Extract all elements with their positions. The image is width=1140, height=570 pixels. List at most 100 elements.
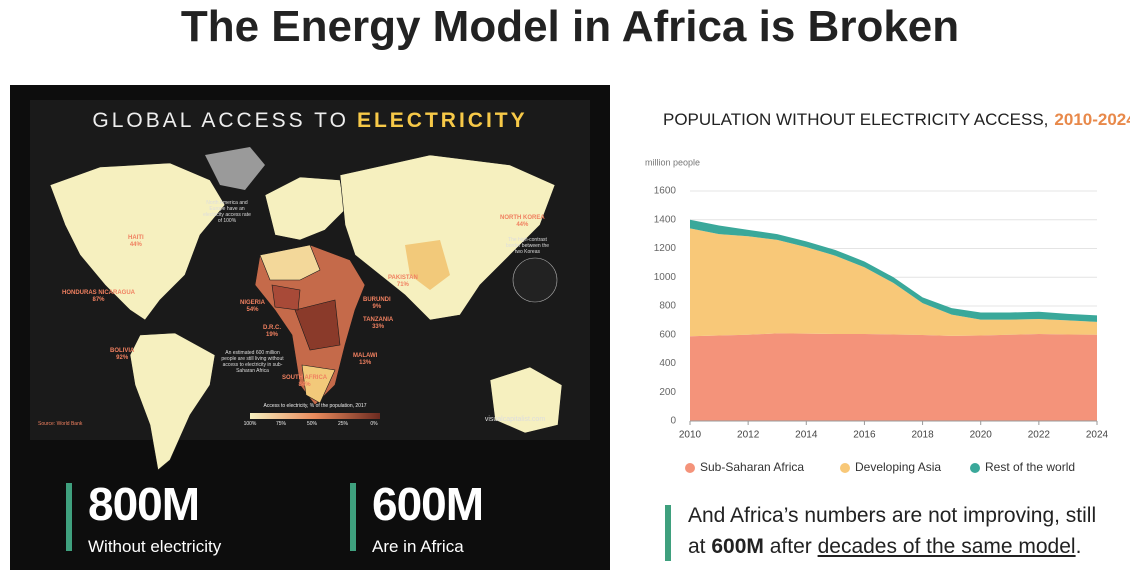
y-tick-label: 200 <box>659 387 676 398</box>
x-tick-label: 2020 <box>970 430 993 441</box>
legend-marker <box>685 463 695 473</box>
map-title: GLOBAL ACCESS TO ELECTRICITY <box>92 109 527 132</box>
map-note: North America and Europe have an electri… <box>203 200 251 224</box>
note-text: And Africa’s numbers are not improving, … <box>688 504 1102 558</box>
world-map: GLOBAL ACCESS TO ELECTRICITY <box>49 109 563 471</box>
map-note: An estimated 600 million people are stil… <box>221 350 284 374</box>
area <box>690 219 1097 322</box>
stat-bar <box>350 483 356 551</box>
x-tick-label: 2016 <box>853 430 876 441</box>
y-tick-label: 1000 <box>654 272 677 283</box>
map-label-name: BOLIVIA <box>110 348 135 354</box>
chart-title-text: POPULATION WITHOUT ELECTRICITY ACCESS, <box>663 110 1048 129</box>
legend-tick: 50% <box>306 421 317 427</box>
map-label: HAITI 44% <box>128 235 144 249</box>
stat-label: Without electricity <box>88 537 222 556</box>
map-label-name: SOUTH AFRICA <box>282 375 328 381</box>
map-label-value: 71% <box>396 282 409 288</box>
korea-inset <box>512 257 558 303</box>
legend-tick: 0% <box>370 421 378 427</box>
y-tick-label: 600 <box>659 329 676 340</box>
map-label-name: D.R.C. <box>263 325 281 331</box>
continents <box>49 154 563 471</box>
map-label-value: 44% <box>129 242 142 248</box>
y-tick-label: 800 <box>659 301 676 312</box>
map-label-value: 54% <box>246 307 259 313</box>
legend-tick: 25% <box>337 421 348 427</box>
chart-title-highlight: 2010-2024 <box>1054 110 1130 129</box>
area <box>690 228 1097 337</box>
legend-tick: 75% <box>275 421 286 427</box>
map-label-value: 44% <box>516 222 529 228</box>
note-bar <box>665 505 671 561</box>
map-label-value: 84% <box>298 382 311 388</box>
x-tick-label: 2014 <box>795 430 818 441</box>
legend-label: Sub-Saharan Africa <box>700 460 804 474</box>
legend-label: Rest of the world <box>985 460 1075 474</box>
map-label: HONDURAS NICARAGUA 87% <box>62 290 135 304</box>
greenland <box>205 147 265 190</box>
map-label-value: 92% <box>116 355 129 361</box>
legend-label: Developing Asia <box>855 460 941 474</box>
map-label-name: HONDURAS NICARAGUA <box>62 290 135 296</box>
map-label-name: HAITI <box>128 235 144 241</box>
chart-title: POPULATION WITHOUT ELECTRICITY ACCESS, 20… <box>663 110 1130 129</box>
map-label: TANZANIA 33% <box>363 317 393 331</box>
map-label-name: NORTH KOREA <box>500 215 545 221</box>
africa <box>254 244 366 406</box>
map-label: BURUNDI 9% <box>363 297 391 311</box>
map-label: NORTH KOREA 44% <box>500 215 545 229</box>
stat-label: Are in Africa <box>372 537 464 556</box>
stat-value: 800M <box>88 478 200 530</box>
map-label-name: MALAWI <box>353 353 378 359</box>
map-panel: GLOBAL ACCESS TO ELECTRICITY <box>10 85 610 570</box>
note-text: . <box>1075 535 1082 558</box>
slide-title: The Energy Model in Africa is Broken <box>180 2 960 51</box>
stat-bar <box>66 483 72 551</box>
note-text: after <box>763 535 818 558</box>
map-label-name: PAKISTAN <box>388 275 418 281</box>
map-label-value: 19% <box>265 332 278 338</box>
map-title-text: GLOBAL ACCESS TO <box>92 109 349 132</box>
map-label-value: 33% <box>372 324 385 330</box>
x-tick-label: 2012 <box>737 430 760 441</box>
legend-marker <box>840 463 850 473</box>
note-emphasis: 600M <box>711 535 764 558</box>
y-tick-label: 1200 <box>654 243 677 254</box>
map-title-highlight: ELECTRICITY <box>357 109 528 132</box>
y-tick-label: 0 <box>670 416 676 427</box>
source: Source: World Bank <box>38 421 83 427</box>
legend-title: Access to electricity, % of the populati… <box>263 403 367 409</box>
y-axis-label: million people <box>645 157 700 167</box>
map-label-name: NIGERIA <box>240 300 266 306</box>
y-tick-label: 1600 <box>654 186 677 197</box>
x-tick-label: 2018 <box>911 430 934 441</box>
credit: visualcapitalist.com <box>484 416 546 423</box>
x-tick-label: 2010 <box>679 430 702 441</box>
map-legend <box>250 413 380 419</box>
map-label: SOUTH AFRICA 84% <box>282 375 327 389</box>
x-tick-label: 2024 <box>1086 430 1109 441</box>
map-label: BOLIVIA 92% <box>110 348 134 362</box>
legend-tick: 100% <box>243 421 257 427</box>
x-tick-label: 2022 <box>1028 430 1051 441</box>
map-label-name: TANZANIA <box>363 317 394 323</box>
south-asia <box>405 240 450 290</box>
y-tick-label: 400 <box>659 358 676 369</box>
legend-gradient <box>250 413 380 419</box>
map-label-value: 9% <box>372 304 382 310</box>
note-underline: decades of the same model <box>817 535 1076 558</box>
map-label-value: 87% <box>92 297 105 303</box>
note: And Africa’s numbers are not improving, … <box>688 500 1108 562</box>
stat-value: 600M <box>372 478 484 530</box>
map-label-value: 13% <box>359 360 372 366</box>
area <box>690 333 1097 421</box>
map-label: MALAWI 13% <box>353 353 377 367</box>
y-tick-label: 1400 <box>654 214 677 225</box>
map-label-name: BURUNDI <box>363 297 391 303</box>
area-chart: POPULATION WITHOUT ELECTRICITY ACCESS, 20… <box>645 110 1130 474</box>
map-label: D.R.C. 19% <box>263 325 281 339</box>
map-label: PAKISTAN 71% <box>388 275 418 289</box>
map-label: NIGERIA 54% <box>240 300 265 314</box>
